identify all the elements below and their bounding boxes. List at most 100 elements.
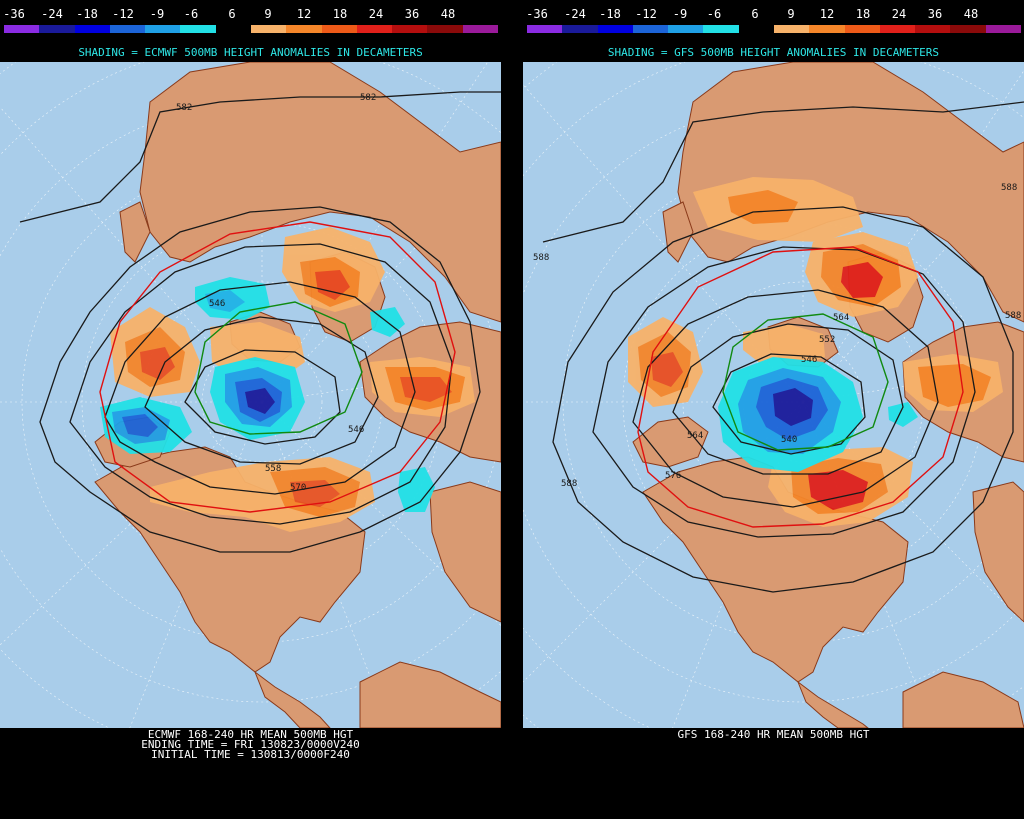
color-swatch [250, 25, 287, 33]
color-swatch [109, 25, 146, 33]
anomaly-positive [651, 352, 683, 387]
panel-divider [501, 0, 523, 819]
color-swatch [738, 25, 774, 33]
color-swatch [703, 25, 739, 33]
anomaly-negative [205, 290, 245, 312]
central-america [796, 680, 869, 728]
contour-label: 576 [665, 471, 681, 481]
africa [972, 481, 1024, 623]
kamchatka [662, 201, 694, 263]
color-swatch [4, 25, 40, 33]
map-footer: ECMWF 168-240 HR MEAN 500MB HGT ENDING T… [0, 728, 501, 760]
scale-label: 18 [332, 7, 348, 21]
scale-label: -18 [76, 7, 98, 21]
color-swatch [562, 25, 598, 33]
footer-title: ECMWF 168-240 HR MEAN 500MB HGT [147, 728, 354, 741]
scale-label: 24 [891, 7, 907, 21]
color-swatch [915, 25, 951, 33]
anomaly-color-bar [527, 25, 1021, 33]
color-swatch [215, 25, 251, 33]
alaska [632, 416, 709, 468]
map-footer: GFS 168-240 HR MEAN 500MB HGT [523, 729, 1024, 740]
anomaly-positive [315, 270, 350, 300]
color-swatch [286, 25, 322, 33]
contour-label: 582 [176, 103, 192, 113]
kamchatka [119, 201, 151, 263]
anomaly-negative [398, 467, 435, 512]
contour-label: 582 [360, 93, 376, 103]
gfs-panel: -36 -24 -18 -12 -9 -6 6 9 12 18 24 36 48… [523, 0, 1024, 819]
ecmwf-map: 582 582 546 546 558 570 [0, 62, 501, 728]
color-swatch [392, 25, 428, 33]
color-swatch [809, 25, 845, 33]
scale-label: -36 [526, 7, 548, 21]
contour-label: 552 [819, 335, 835, 345]
color-swatch [879, 25, 916, 33]
scale-label: 6 [228, 7, 236, 21]
contour-label: 564 [687, 431, 703, 441]
scale-label: 9 [787, 7, 795, 21]
south-america [359, 661, 501, 728]
color-swatch [462, 25, 498, 33]
scale-label: 18 [855, 7, 871, 21]
scale-label: -36 [3, 7, 25, 21]
color-swatch [773, 25, 810, 33]
anomaly-positive [270, 467, 360, 517]
scale-label: -24 [564, 7, 586, 21]
color-swatch [180, 25, 216, 33]
color-swatch [356, 25, 393, 33]
anomaly-positive [140, 347, 175, 380]
color-swatch [321, 25, 357, 33]
contour-labels: 582 582 546 546 558 570 [176, 93, 376, 493]
contour-green [194, 301, 363, 435]
contour-red [99, 221, 456, 513]
eurasia [139, 62, 501, 323]
contour-label: 588 [1005, 311, 1021, 321]
contour-label: 558 [265, 464, 281, 474]
scale-label: 12 [819, 7, 835, 21]
color-swatch [427, 25, 463, 33]
scale-label: -9 [672, 7, 688, 21]
shading-title: SHADING = ECMWF 500MB HEIGHT ANOMALIES I… [78, 46, 423, 59]
contour-label: 546 [348, 425, 364, 435]
height-contours [542, 101, 1024, 593]
contour-green [722, 313, 889, 451]
scale-label: -12 [635, 7, 657, 21]
shading-title: SHADING = GFS 500MB HEIGHT ANOMALIES IN … [607, 46, 940, 59]
contour-label: 540 [781, 435, 797, 445]
contour-labels: 588 588 588 564 552 546 540 564 576 588 [533, 183, 1021, 489]
south-america [902, 671, 1024, 728]
contour-label: 588 [1001, 183, 1017, 193]
color-swatch [844, 25, 880, 33]
contour-label: 588 [533, 253, 549, 263]
footer-ending-time: ENDING TIME = FRI 130823/0000V240 [141, 738, 360, 751]
scale-label: -9 [149, 7, 165, 21]
anomaly-scale-labels: -36 -24 -18 -12 -9 -6 6 9 12 18 24 36 48 [0, 7, 501, 21]
scale-label: -6 [706, 7, 722, 21]
scale-label: 36 [927, 7, 943, 21]
scale-label: 6 [751, 7, 759, 21]
scale-label: -12 [112, 7, 134, 21]
scale-label: 12 [296, 7, 312, 21]
contour-label: 546 [801, 355, 817, 365]
anomaly-negative [888, 402, 918, 427]
scale-label: 9 [264, 7, 272, 21]
contour-label: 588 [561, 479, 577, 489]
color-swatch [985, 25, 1021, 33]
anomaly-positive [841, 262, 883, 298]
contour-red [637, 246, 964, 528]
color-swatch [527, 25, 563, 33]
scale-label: -18 [599, 7, 621, 21]
scale-label: 24 [368, 7, 384, 21]
anomaly-positive [290, 480, 340, 507]
color-swatch [145, 25, 181, 33]
scale-label: -6 [183, 7, 199, 21]
color-swatch [74, 25, 110, 33]
anomaly-color-bar [4, 25, 498, 33]
anomaly-positive [918, 364, 991, 407]
contour-label: 546 [209, 299, 225, 309]
africa [429, 481, 501, 623]
color-swatch [597, 25, 633, 33]
anomaly-negative [122, 414, 158, 437]
eurasia [677, 62, 1024, 323]
